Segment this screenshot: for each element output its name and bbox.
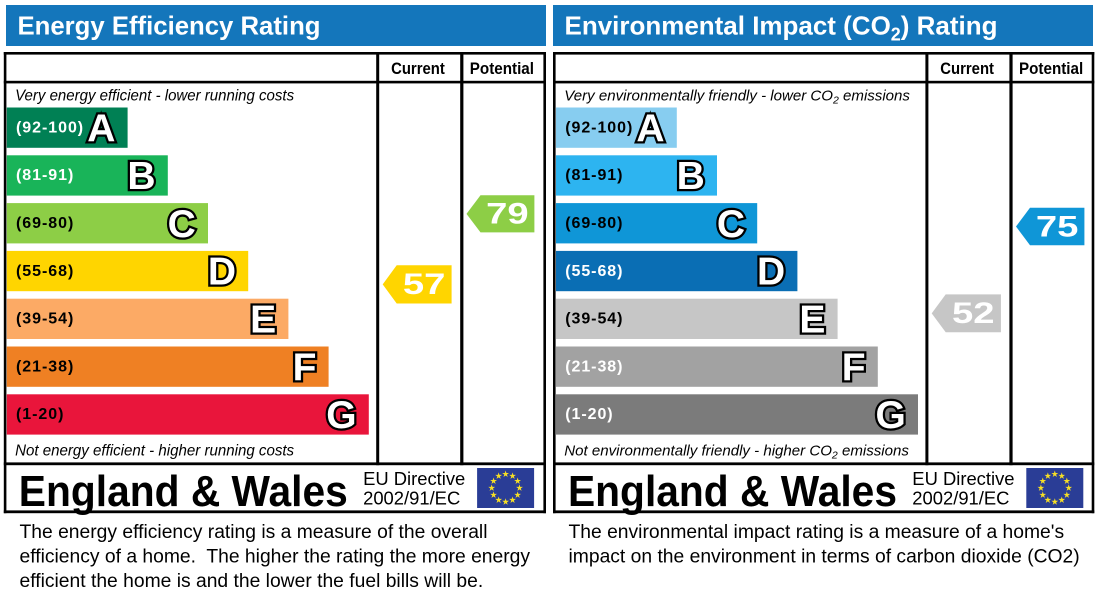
svg-text:E: E — [799, 299, 825, 342]
svg-text:A: A — [87, 107, 115, 150]
svg-text:(55-68): (55-68) — [565, 263, 623, 280]
svg-text:(55-68): (55-68) — [16, 263, 74, 280]
svg-text:Very environmentally friendly: Very environmentally friendly - lower CO… — [564, 87, 910, 106]
svg-text:(21-38): (21-38) — [16, 358, 74, 375]
svg-text:Very energy efficient - lower: Very energy efficient - lower running co… — [15, 87, 294, 104]
svg-text:Not environmentally friendly -: Not environmentally friendly - higher CO… — [564, 443, 909, 462]
svg-text:D: D — [757, 251, 785, 294]
svg-text:(69-80): (69-80) — [16, 215, 74, 232]
svg-text:Environmental Impact (CO2) Rat: Environmental Impact (CO2) Rating — [565, 11, 998, 45]
svg-text:2002/91/EC: 2002/91/EC — [912, 488, 1009, 509]
svg-text:(21-38): (21-38) — [565, 358, 623, 375]
svg-text:(39-54): (39-54) — [565, 311, 623, 328]
svg-text:(81-91): (81-91) — [565, 167, 623, 184]
svg-text:Energy Efficiency Rating: Energy Efficiency Rating — [18, 11, 321, 41]
svg-text:(39-54): (39-54) — [16, 311, 74, 328]
svg-text:Current: Current — [391, 59, 445, 78]
svg-text:52: 52 — [952, 297, 995, 330]
svg-text:E: E — [250, 299, 276, 342]
svg-text:C: C — [168, 203, 196, 246]
svg-text:75: 75 — [1036, 210, 1079, 243]
svg-text:EU Directive: EU Directive — [363, 468, 465, 489]
svg-text:efficiency of a home. The hig: efficiency of a home. The higher the rat… — [20, 547, 531, 568]
svg-text:The energy efficiency rating i: The energy efficiency rating is a measur… — [20, 522, 488, 543]
svg-text:(92-100): (92-100) — [565, 119, 633, 136]
svg-text:England & Wales: England & Wales — [19, 467, 348, 516]
svg-text:F: F — [293, 346, 317, 389]
svg-text:G: G — [326, 394, 356, 437]
svg-text:(69-80): (69-80) — [565, 215, 623, 232]
svg-text:England & Wales: England & Wales — [568, 467, 897, 516]
svg-text:efficient the home is and the: efficient the home is and the lower the … — [20, 571, 484, 592]
svg-text:2002/91/EC: 2002/91/EC — [363, 488, 460, 509]
svg-text:D: D — [208, 251, 236, 294]
svg-text:G: G — [875, 394, 905, 437]
svg-text:B: B — [127, 155, 155, 198]
svg-text:Potential: Potential — [1019, 59, 1083, 78]
svg-text:F: F — [842, 346, 866, 389]
svg-text:Potential: Potential — [470, 59, 534, 78]
svg-text:(1-20): (1-20) — [565, 406, 613, 423]
svg-text:B: B — [677, 155, 705, 198]
svg-text:(81-91): (81-91) — [16, 167, 74, 184]
svg-text:The environmental impact ratin: The environmental impact rating is a mea… — [569, 522, 1065, 543]
svg-text:A: A — [636, 107, 664, 150]
svg-text:impact on the environment in t: impact on the environment in terms of ca… — [569, 547, 1080, 568]
svg-text:79: 79 — [486, 198, 529, 231]
svg-text:(1-20): (1-20) — [16, 406, 64, 423]
svg-text:Current: Current — [940, 59, 994, 78]
svg-text:57: 57 — [403, 268, 446, 301]
svg-text:Not energy efficient - higher: Not energy efficient - higher running co… — [15, 443, 294, 460]
svg-text:C: C — [717, 203, 745, 246]
svg-text:EU Directive: EU Directive — [912, 468, 1014, 489]
svg-text:(92-100): (92-100) — [16, 119, 84, 136]
